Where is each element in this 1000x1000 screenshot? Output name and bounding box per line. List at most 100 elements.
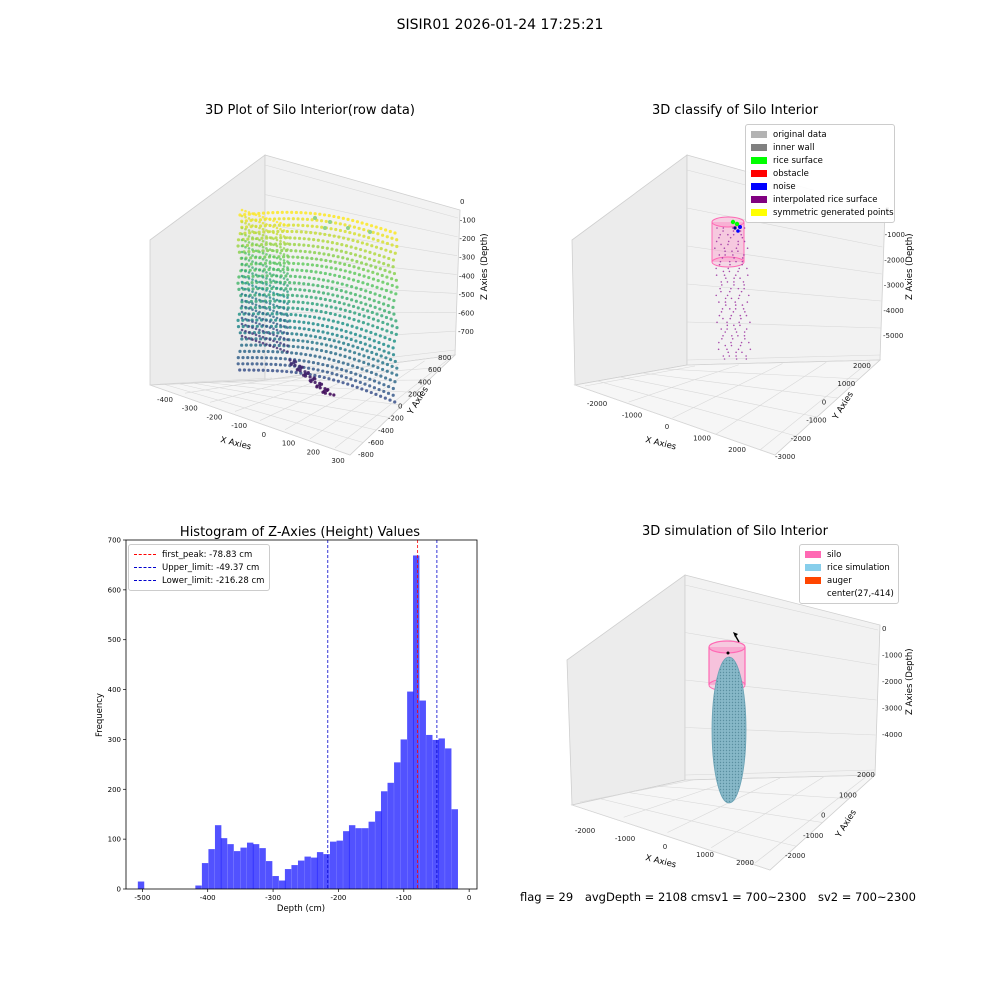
- histogram-bar: [375, 811, 382, 889]
- histogram-bar: [311, 857, 318, 889]
- histogram-bar: [220, 838, 228, 889]
- y-tick-label: -1000: [806, 417, 826, 425]
- figure-title: SISIR01 2026-01-24 17:25:21: [396, 17, 604, 33]
- classify-3d-tick-labels: -2000 -1000 0 1000 2000 -3000 -2000 -1000 0 1000 2…: [587, 206, 905, 461]
- y-tick-label: 200: [108, 786, 121, 794]
- simulation-legend: silo rice simulation auger center(27,-414): [799, 544, 899, 604]
- histogram-bar: [240, 847, 247, 889]
- histogram-bar: [323, 854, 330, 889]
- z-tick-label: -5000: [883, 332, 903, 340]
- legend-label: interpolated rice surface: [773, 194, 878, 205]
- histogram-bar: [265, 861, 273, 889]
- legend-entry: inner wall: [751, 141, 889, 154]
- histogram-bar: [355, 828, 362, 889]
- panel-raw-3d: 3D Plot of Silo Interior(row data) -400-…: [120, 100, 500, 480]
- legend-label: noise: [773, 181, 796, 192]
- legend-label: center(27,-414): [827, 588, 894, 599]
- x-tick-label: -2000: [587, 400, 607, 408]
- legend-swatch: [751, 183, 767, 190]
- y-tick-label: 0: [117, 886, 121, 894]
- legend-label: symmetric generated points: [773, 207, 894, 218]
- histogram-y-ticks: 0 100 200 300 400 500 600 700: [108, 537, 126, 894]
- legend-entry: Upper_limit: -49.37 cm: [134, 561, 264, 574]
- legend-entry: center(27,-414): [805, 587, 894, 600]
- histogram-bar: [451, 809, 458, 889]
- y-tick-label: 700: [108, 537, 121, 545]
- y-tick-label: -3000: [775, 453, 795, 461]
- y-tick-label: -1000: [803, 832, 823, 840]
- z-tick-label: -500: [459, 291, 475, 299]
- legend-entry: rice simulation: [805, 561, 893, 574]
- histogram-bar: [208, 849, 215, 889]
- histogram-bar: [348, 825, 356, 889]
- panel-simulation-3d: 3D simulation of Silo Interior -20: [545, 520, 925, 890]
- x-tick-label: -1000: [622, 412, 642, 420]
- y-tick-label: -2000: [785, 852, 805, 860]
- y-tick-label: -400: [378, 427, 394, 435]
- z-tick-label: -4000: [883, 307, 903, 315]
- histogram-x-ticks: -500 -400 -300 -200 -100 0: [134, 889, 471, 902]
- legend-swatch: [805, 564, 821, 571]
- z-tick-label: -100: [460, 217, 476, 225]
- x-tick-label: -300: [265, 894, 281, 902]
- legend-entry: Lower_limit: -216.28 cm: [134, 574, 264, 587]
- histogram-axes-frame: [125, 539, 478, 890]
- legend-swatch: [751, 157, 767, 164]
- legend-label: rice simulation: [827, 562, 890, 573]
- histogram-bar: [362, 828, 369, 889]
- histogram-bars: [137, 555, 458, 889]
- y-tick-label: 800: [438, 354, 451, 362]
- x-tick-label: 1000: [693, 435, 711, 443]
- y-tick-label: 400: [418, 378, 431, 386]
- histogram-bar: [445, 748, 452, 889]
- simulation-3d-tick-labels: -2000 -1000 0 1000 2000 -2000 -1000 0 1000 2000 0 -…: [575, 625, 903, 867]
- simulation-3d-zlabel: Z Axies (Depth): [905, 648, 915, 715]
- histogram-bar: [329, 841, 337, 889]
- x-tick-label: 0: [663, 843, 667, 851]
- histogram-bar: [394, 762, 401, 889]
- x-tick-label: -2000: [575, 827, 595, 835]
- histogram-bar: [227, 844, 234, 889]
- histogram-bar: [195, 885, 202, 889]
- y-tick-label: -800: [358, 451, 374, 459]
- raw-3d-zlabel: Z Axies (Depth): [480, 233, 490, 300]
- legend-entry: interpolated rice surface: [751, 193, 889, 206]
- y-tick-label: 2000: [857, 771, 875, 779]
- z-tick-label: -3000: [882, 705, 902, 713]
- histogram-bar: [201, 863, 209, 889]
- histogram-bar: [438, 738, 445, 889]
- histogram-bar: [316, 852, 324, 889]
- histogram-bar: [426, 734, 433, 889]
- status-avg-depth: avgDepth = 2108 cmsv1 = 700~2300: [584, 890, 807, 904]
- panel-simulation-3d-title: 3D simulation of Silo Interior: [642, 524, 828, 539]
- legend-entry: noise: [751, 180, 889, 193]
- panel-classify-3d-title: 3D classify of Silo Interior: [651, 103, 819, 118]
- legend-label: rice surface: [773, 155, 823, 166]
- y-tick-label: 2000: [853, 362, 871, 370]
- z-tick-label: -2000: [884, 256, 904, 264]
- legend-entry: silo: [805, 548, 893, 561]
- histogram-bar: [214, 825, 222, 889]
- x-tick-label: -200: [206, 413, 222, 421]
- y-tick-label: 0: [398, 403, 402, 411]
- legend-swatch: [751, 196, 767, 203]
- legend-label: silo: [827, 549, 842, 560]
- x-tick-label: 2000: [736, 859, 754, 867]
- simulation-3d-plot: -2000 -1000 0 1000 2000 -2000 -1000 0 1000 2000 0 -…: [566, 574, 915, 871]
- y-tick-label: 100: [108, 836, 121, 844]
- legend-label: Lower_limit: -216.28 cm: [162, 575, 265, 586]
- histogram-bar: [279, 880, 286, 889]
- histogram-bar: [259, 848, 266, 889]
- z-tick-label: -600: [458, 309, 474, 317]
- legend-label: auger: [827, 575, 852, 586]
- classify-3d-xlabel: X Axies: [644, 435, 677, 452]
- legend-entry: symmetric generated points: [751, 206, 894, 219]
- legend-label: Upper_limit: -49.37 cm: [162, 562, 260, 573]
- legend-entry: rice surface: [751, 154, 889, 167]
- x-tick-label: 200: [307, 448, 320, 456]
- histogram-ylabel: Frequency: [95, 693, 105, 737]
- legend-swatch: [751, 209, 767, 216]
- x-tick-label: -1000: [615, 835, 635, 843]
- histogram-bar: [304, 856, 311, 889]
- histogram-bar: [336, 840, 343, 889]
